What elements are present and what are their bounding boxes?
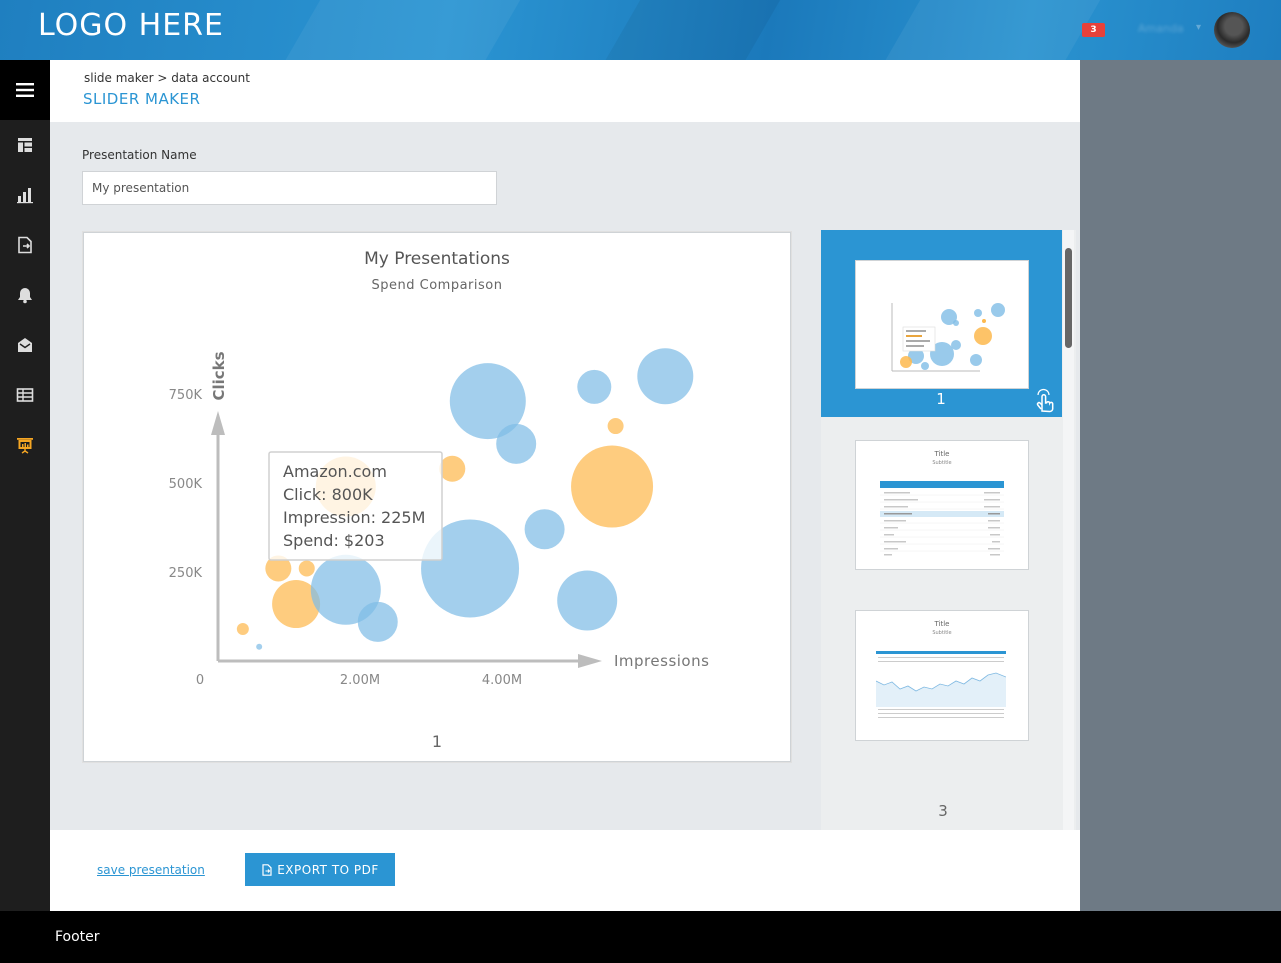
notification-badge[interactable]: 3 bbox=[1082, 23, 1105, 37]
presentation-name-input[interactable] bbox=[82, 171, 497, 205]
tooltip-line: Impression: 225M bbox=[283, 508, 425, 527]
export-file-icon bbox=[18, 236, 32, 254]
bubble-point[interactable] bbox=[298, 560, 315, 577]
tooltip-line: Click: 800K bbox=[283, 485, 373, 504]
y-axis-arrow bbox=[211, 411, 225, 435]
table-icon bbox=[16, 388, 34, 402]
bubble-point[interactable] bbox=[236, 622, 249, 635]
presentation-name-label: Presentation Name bbox=[82, 148, 197, 162]
sidebar-item-reports[interactable] bbox=[0, 170, 50, 220]
thumbnail-title: Title bbox=[934, 450, 950, 458]
thumbnail-panel: 1 Title Subtitle bbox=[821, 230, 1076, 830]
thumbnail-subtitle: Subtitle bbox=[932, 460, 952, 466]
avatar[interactable] bbox=[1214, 12, 1250, 48]
export-pdf-button[interactable]: EXPORT TO PDF bbox=[245, 853, 395, 886]
bubble-point[interactable] bbox=[637, 348, 694, 405]
thumbnail-subtitle: Subtitle bbox=[932, 630, 952, 636]
bubble-chart[interactable]: Clicks Impressions 250K 500K 750K 0 2.00M 4.00M… bbox=[84, 233, 790, 761]
slide-subtitle: Spend Comparison bbox=[371, 278, 503, 293]
y-tick-label: 250K bbox=[169, 566, 203, 581]
x-tick-label: 2.00M bbox=[340, 673, 380, 688]
scrollbar-track[interactable] bbox=[1063, 230, 1074, 830]
app-header: LOGO HERE 3 Amanda ▾ bbox=[0, 0, 1281, 60]
bubble-point[interactable] bbox=[449, 363, 526, 440]
main-content: slide maker > data account SLIDER MAKER … bbox=[50, 60, 1080, 911]
export-file-icon bbox=[262, 863, 272, 876]
page-title: SLIDER MAKER bbox=[83, 90, 201, 108]
bubble-point[interactable] bbox=[557, 570, 618, 631]
page-header: slide maker > data account SLIDER MAKER bbox=[50, 60, 1080, 122]
tooltip-box bbox=[268, 451, 443, 561]
thumbnail-3-line-chart bbox=[876, 651, 1006, 718]
menu-icon bbox=[16, 83, 34, 97]
bubble-point[interactable] bbox=[272, 580, 321, 629]
sidebar-item-export[interactable] bbox=[0, 220, 50, 270]
thumbnail-2[interactable]: Title Subtitle bbox=[855, 440, 1029, 570]
bubble-point[interactable] bbox=[607, 418, 624, 435]
sidebar-item-notifications[interactable] bbox=[0, 270, 50, 320]
bubble-point[interactable] bbox=[310, 554, 381, 625]
user-name[interactable]: Amanda bbox=[1138, 22, 1184, 35]
tooltip-line: Amazon.com bbox=[283, 462, 387, 481]
footer: Footer bbox=[0, 911, 1281, 963]
x-tick-label: 0 bbox=[196, 673, 204, 688]
bubble-point[interactable] bbox=[524, 509, 565, 550]
x-tick-label: 4.00M bbox=[482, 673, 522, 688]
slide-number: 1 bbox=[431, 732, 443, 751]
slide-preview: Clicks Impressions 250K 500K 750K 0 2.00M 4.00M… bbox=[83, 232, 791, 762]
bubble-point[interactable] bbox=[421, 519, 520, 618]
footer-text: Footer bbox=[55, 929, 100, 945]
thumbnail-number: 3 bbox=[938, 802, 948, 820]
bubble-point[interactable] bbox=[357, 601, 398, 642]
dashboard-icon bbox=[18, 138, 32, 152]
y-tick-label: 750K bbox=[169, 388, 203, 403]
bubble-point[interactable] bbox=[571, 445, 654, 528]
save-presentation-link[interactable]: save presentation bbox=[97, 863, 205, 877]
bubble-point[interactable] bbox=[256, 643, 263, 650]
touch-drag-icon[interactable] bbox=[1033, 387, 1057, 413]
bell-icon bbox=[18, 288, 32, 304]
bubble-point[interactable] bbox=[577, 369, 612, 404]
breadcrumb[interactable]: slide maker > data account bbox=[84, 71, 250, 85]
logo[interactable]: LOGO HERE bbox=[38, 8, 224, 43]
sidebar-item-inbox[interactable] bbox=[0, 320, 50, 370]
presentation-icon bbox=[17, 438, 33, 454]
y-axis-label: Clicks bbox=[210, 351, 228, 400]
scrollbar-thumb[interactable] bbox=[1065, 248, 1072, 348]
x-axis-arrow bbox=[578, 654, 602, 668]
x-axis-label: Impressions bbox=[614, 652, 709, 670]
sidebar-item-menu[interactable] bbox=[0, 60, 50, 120]
bubble-point[interactable] bbox=[265, 555, 292, 582]
bubble-point[interactable] bbox=[496, 423, 537, 464]
sidebar-item-tables[interactable] bbox=[0, 370, 50, 420]
bar-chart-icon bbox=[17, 188, 33, 204]
slide-title: My Presentations bbox=[364, 249, 510, 269]
tooltip-line: Spend: $203 bbox=[283, 531, 385, 550]
sidebar bbox=[0, 60, 50, 911]
y-tick-label: 500K bbox=[169, 477, 203, 492]
thumbnail-1[interactable] bbox=[855, 260, 1029, 389]
bubble-point[interactable] bbox=[439, 455, 466, 482]
sidebar-item-dashboard[interactable] bbox=[0, 120, 50, 170]
thumbnail-number: 1 bbox=[936, 390, 946, 408]
thumbnail-2-table bbox=[880, 481, 1004, 556]
sidebar-item-presentations[interactable] bbox=[0, 420, 50, 470]
export-pdf-label: EXPORT TO PDF bbox=[277, 862, 379, 877]
action-bar: save presentation EXPORT TO PDF bbox=[50, 830, 1080, 911]
thumbnail-3[interactable]: Title Subtitle bbox=[855, 610, 1029, 741]
inbox-icon bbox=[18, 338, 32, 352]
thumbnail-1-chart bbox=[891, 303, 1005, 372]
thumbnail-title: Title bbox=[934, 620, 950, 628]
chevron-down-icon[interactable]: ▾ bbox=[1196, 22, 1202, 33]
